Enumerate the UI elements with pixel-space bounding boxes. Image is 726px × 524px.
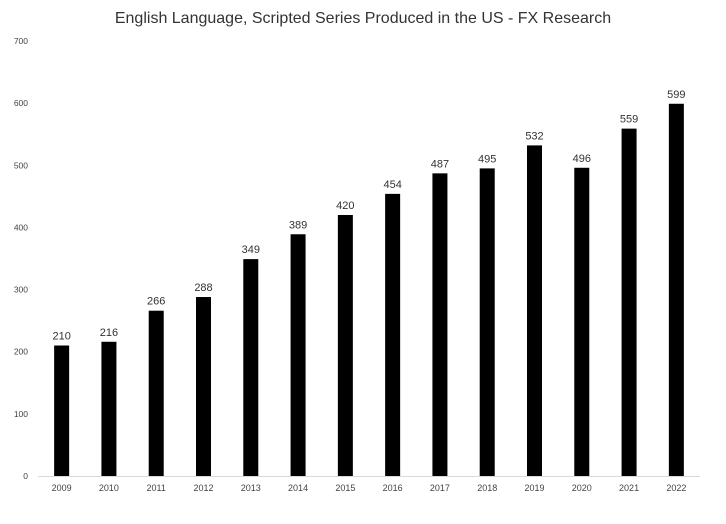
data-label-2019: 532 bbox=[525, 130, 543, 142]
bar-2016 bbox=[385, 193, 401, 476]
data-label-2017: 487 bbox=[431, 158, 449, 170]
data-label-2010: 216 bbox=[100, 327, 118, 339]
data-labels: 210 216 266 288 349 389 420 454 487 495 532 496 559 5… bbox=[52, 89, 685, 343]
x-tick-label-2014: 2014 bbox=[288, 483, 308, 493]
y-tick-label: 700 bbox=[14, 36, 28, 46]
x-tick-label-2013: 2013 bbox=[241, 483, 261, 493]
data-label-2018: 495 bbox=[478, 153, 496, 165]
bar-2009 bbox=[54, 345, 70, 476]
data-label-2013: 349 bbox=[242, 244, 260, 256]
y-axis: 0 100 200 300 400 500 600 700 bbox=[14, 36, 28, 481]
x-tick-label-2015: 2015 bbox=[335, 483, 355, 493]
y-tick-label: 400 bbox=[14, 222, 28, 232]
y-tick-label: 300 bbox=[14, 285, 28, 295]
bar-2013 bbox=[243, 259, 259, 476]
x-tick-label-2009: 2009 bbox=[52, 483, 72, 493]
data-label-2022: 599 bbox=[667, 89, 685, 101]
bar-2020 bbox=[574, 167, 590, 476]
bar-2019 bbox=[527, 145, 542, 476]
y-tick-label: 100 bbox=[14, 409, 28, 419]
y-tick-label: 600 bbox=[14, 98, 28, 108]
data-label-2012: 288 bbox=[194, 282, 212, 294]
bar-2021 bbox=[621, 128, 637, 476]
bar-2018 bbox=[479, 168, 495, 476]
x-tick-label-2010: 2010 bbox=[99, 483, 119, 493]
x-tick-label-2020: 2020 bbox=[572, 483, 592, 493]
x-tick-label-2011: 2011 bbox=[147, 483, 166, 493]
bar-2010 bbox=[101, 341, 117, 476]
data-label-2020: 496 bbox=[573, 153, 591, 165]
x-tick-label-2018: 2018 bbox=[477, 483, 497, 493]
bar-2017 bbox=[432, 173, 448, 476]
y-tick-label: 500 bbox=[14, 160, 28, 170]
x-tick-label-2021: 2021 bbox=[619, 483, 639, 493]
data-label-2021: 559 bbox=[620, 114, 638, 126]
x-tick-label-2016: 2016 bbox=[383, 483, 403, 493]
x-tick-label-2019: 2019 bbox=[524, 483, 544, 493]
x-tick-label-2022: 2022 bbox=[666, 483, 686, 493]
y-tick-label: 0 bbox=[23, 471, 28, 481]
y-tick-label: 200 bbox=[14, 347, 28, 357]
bar-2011 bbox=[148, 310, 164, 476]
x-tick-label-2017: 2017 bbox=[430, 483, 450, 493]
bars bbox=[54, 103, 684, 476]
data-label-2011: 266 bbox=[147, 296, 165, 308]
bar-2014 bbox=[290, 234, 306, 476]
x-tick-label-2012: 2012 bbox=[193, 483, 213, 493]
bar-2022 bbox=[668, 103, 684, 476]
bar-2012 bbox=[196, 297, 211, 476]
chart-title: English Language, Scripted Series Produc… bbox=[114, 10, 612, 27]
x-axis: 2009 2010 2011 2012 2013 2014 2015 2016 2017 2018… bbox=[38, 476, 700, 493]
data-label-2014: 389 bbox=[289, 219, 307, 231]
data-label-2009: 210 bbox=[52, 331, 70, 343]
data-label-2015: 420 bbox=[336, 200, 354, 212]
bar-2015 bbox=[337, 215, 353, 476]
data-label-2016: 454 bbox=[383, 179, 401, 191]
